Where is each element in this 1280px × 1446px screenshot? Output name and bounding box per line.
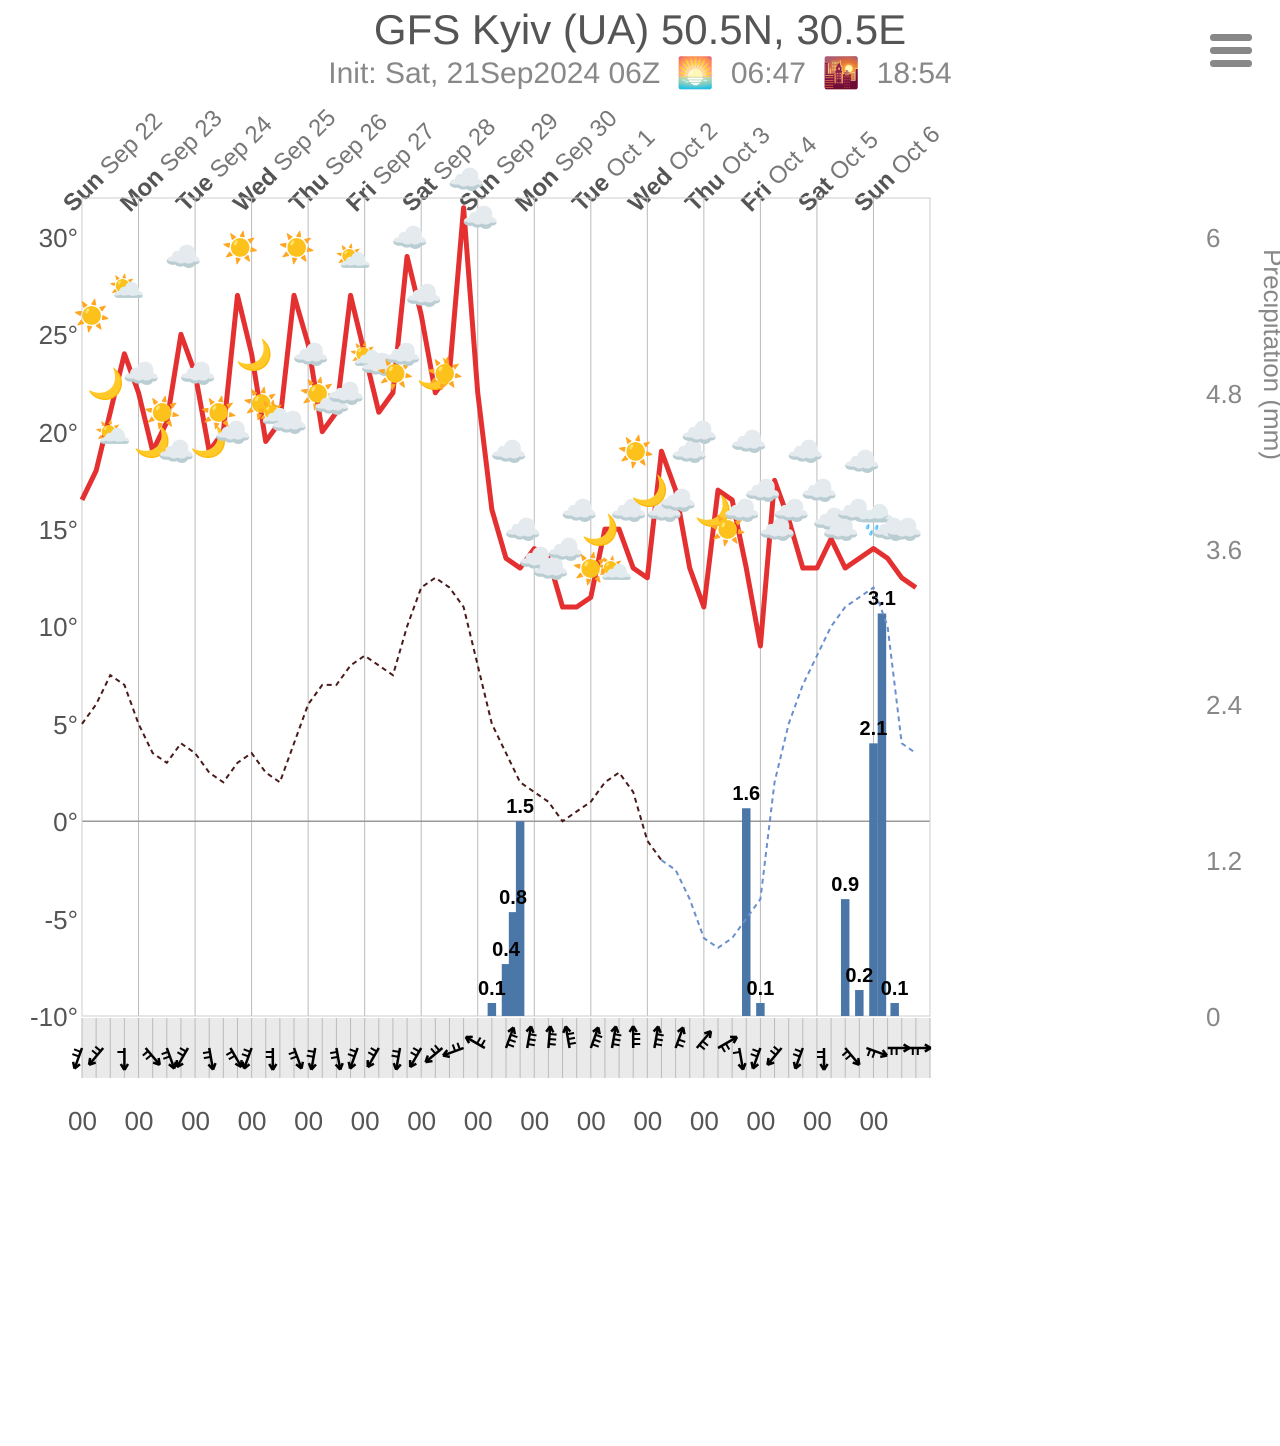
wind-barbs [0, 0, 1280, 1446]
